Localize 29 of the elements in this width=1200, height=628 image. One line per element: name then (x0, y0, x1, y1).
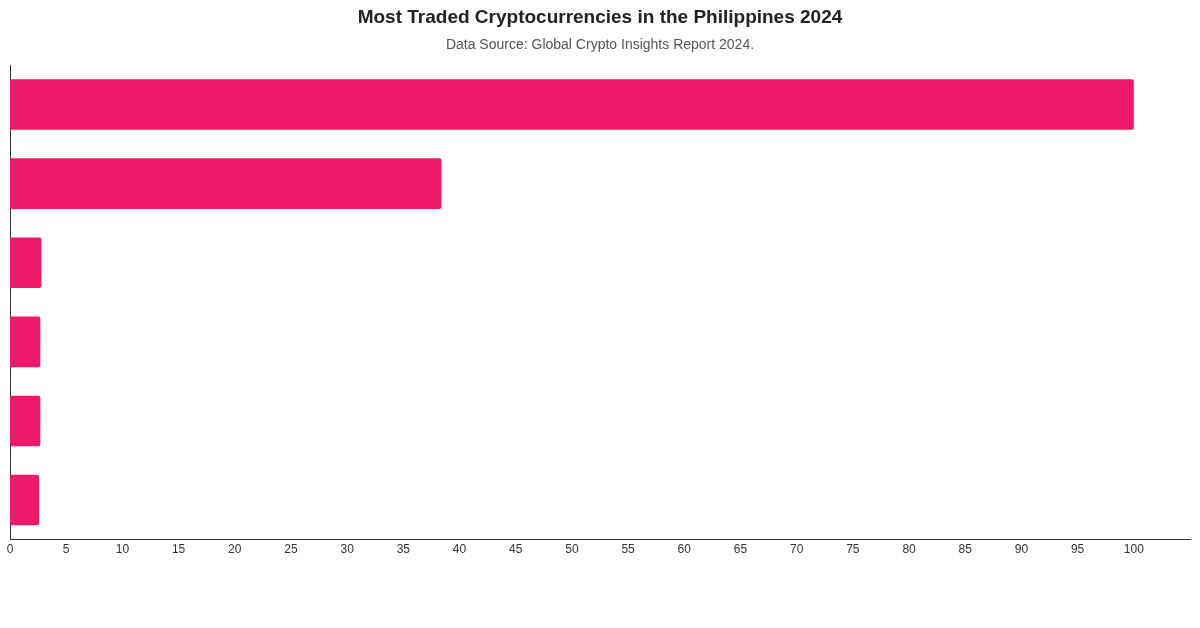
bar (10, 395, 41, 447)
x-tick-label: 80 (902, 542, 917, 557)
x-tick-label: 10 (115, 542, 130, 557)
x-tick-label: 75 (846, 542, 860, 557)
x-tick-label: 95 (1070, 542, 1085, 557)
x-tick-label: 20 (228, 542, 242, 557)
x-tick-label: 5 (62, 542, 70, 557)
x-tick-label: 30 (340, 542, 355, 557)
bar (10, 158, 442, 209)
x-tick-label: 35 (396, 542, 411, 557)
x-tick-label: 15 (171, 542, 186, 557)
x-tick-label: 25 (284, 542, 298, 557)
chart-subtitle: Data Source: Global Crypto Insights Report 2024. (444, 36, 756, 52)
x-tick-label: 40 (452, 542, 467, 557)
bar (10, 316, 41, 368)
bar (10, 79, 1134, 130)
x-tick-label: 65 (733, 542, 748, 557)
x-tick-label: 45 (509, 542, 523, 557)
x-tick-label: 90 (1014, 542, 1029, 557)
chart-title: Most Traded Cryptocurrencies in the Philippines 2024 (356, 6, 844, 28)
x-tick-label: 70 (789, 542, 804, 557)
x-tick-label: 100 (1123, 542, 1145, 557)
x-tick-label: 0 (6, 542, 14, 557)
x-tick-label: 50 (565, 542, 579, 557)
x-tick-label: 60 (677, 542, 692, 557)
bar (10, 237, 42, 289)
x-tick-label: 55 (621, 542, 636, 557)
bar (10, 474, 40, 526)
x-tick-label: 85 (958, 542, 973, 557)
